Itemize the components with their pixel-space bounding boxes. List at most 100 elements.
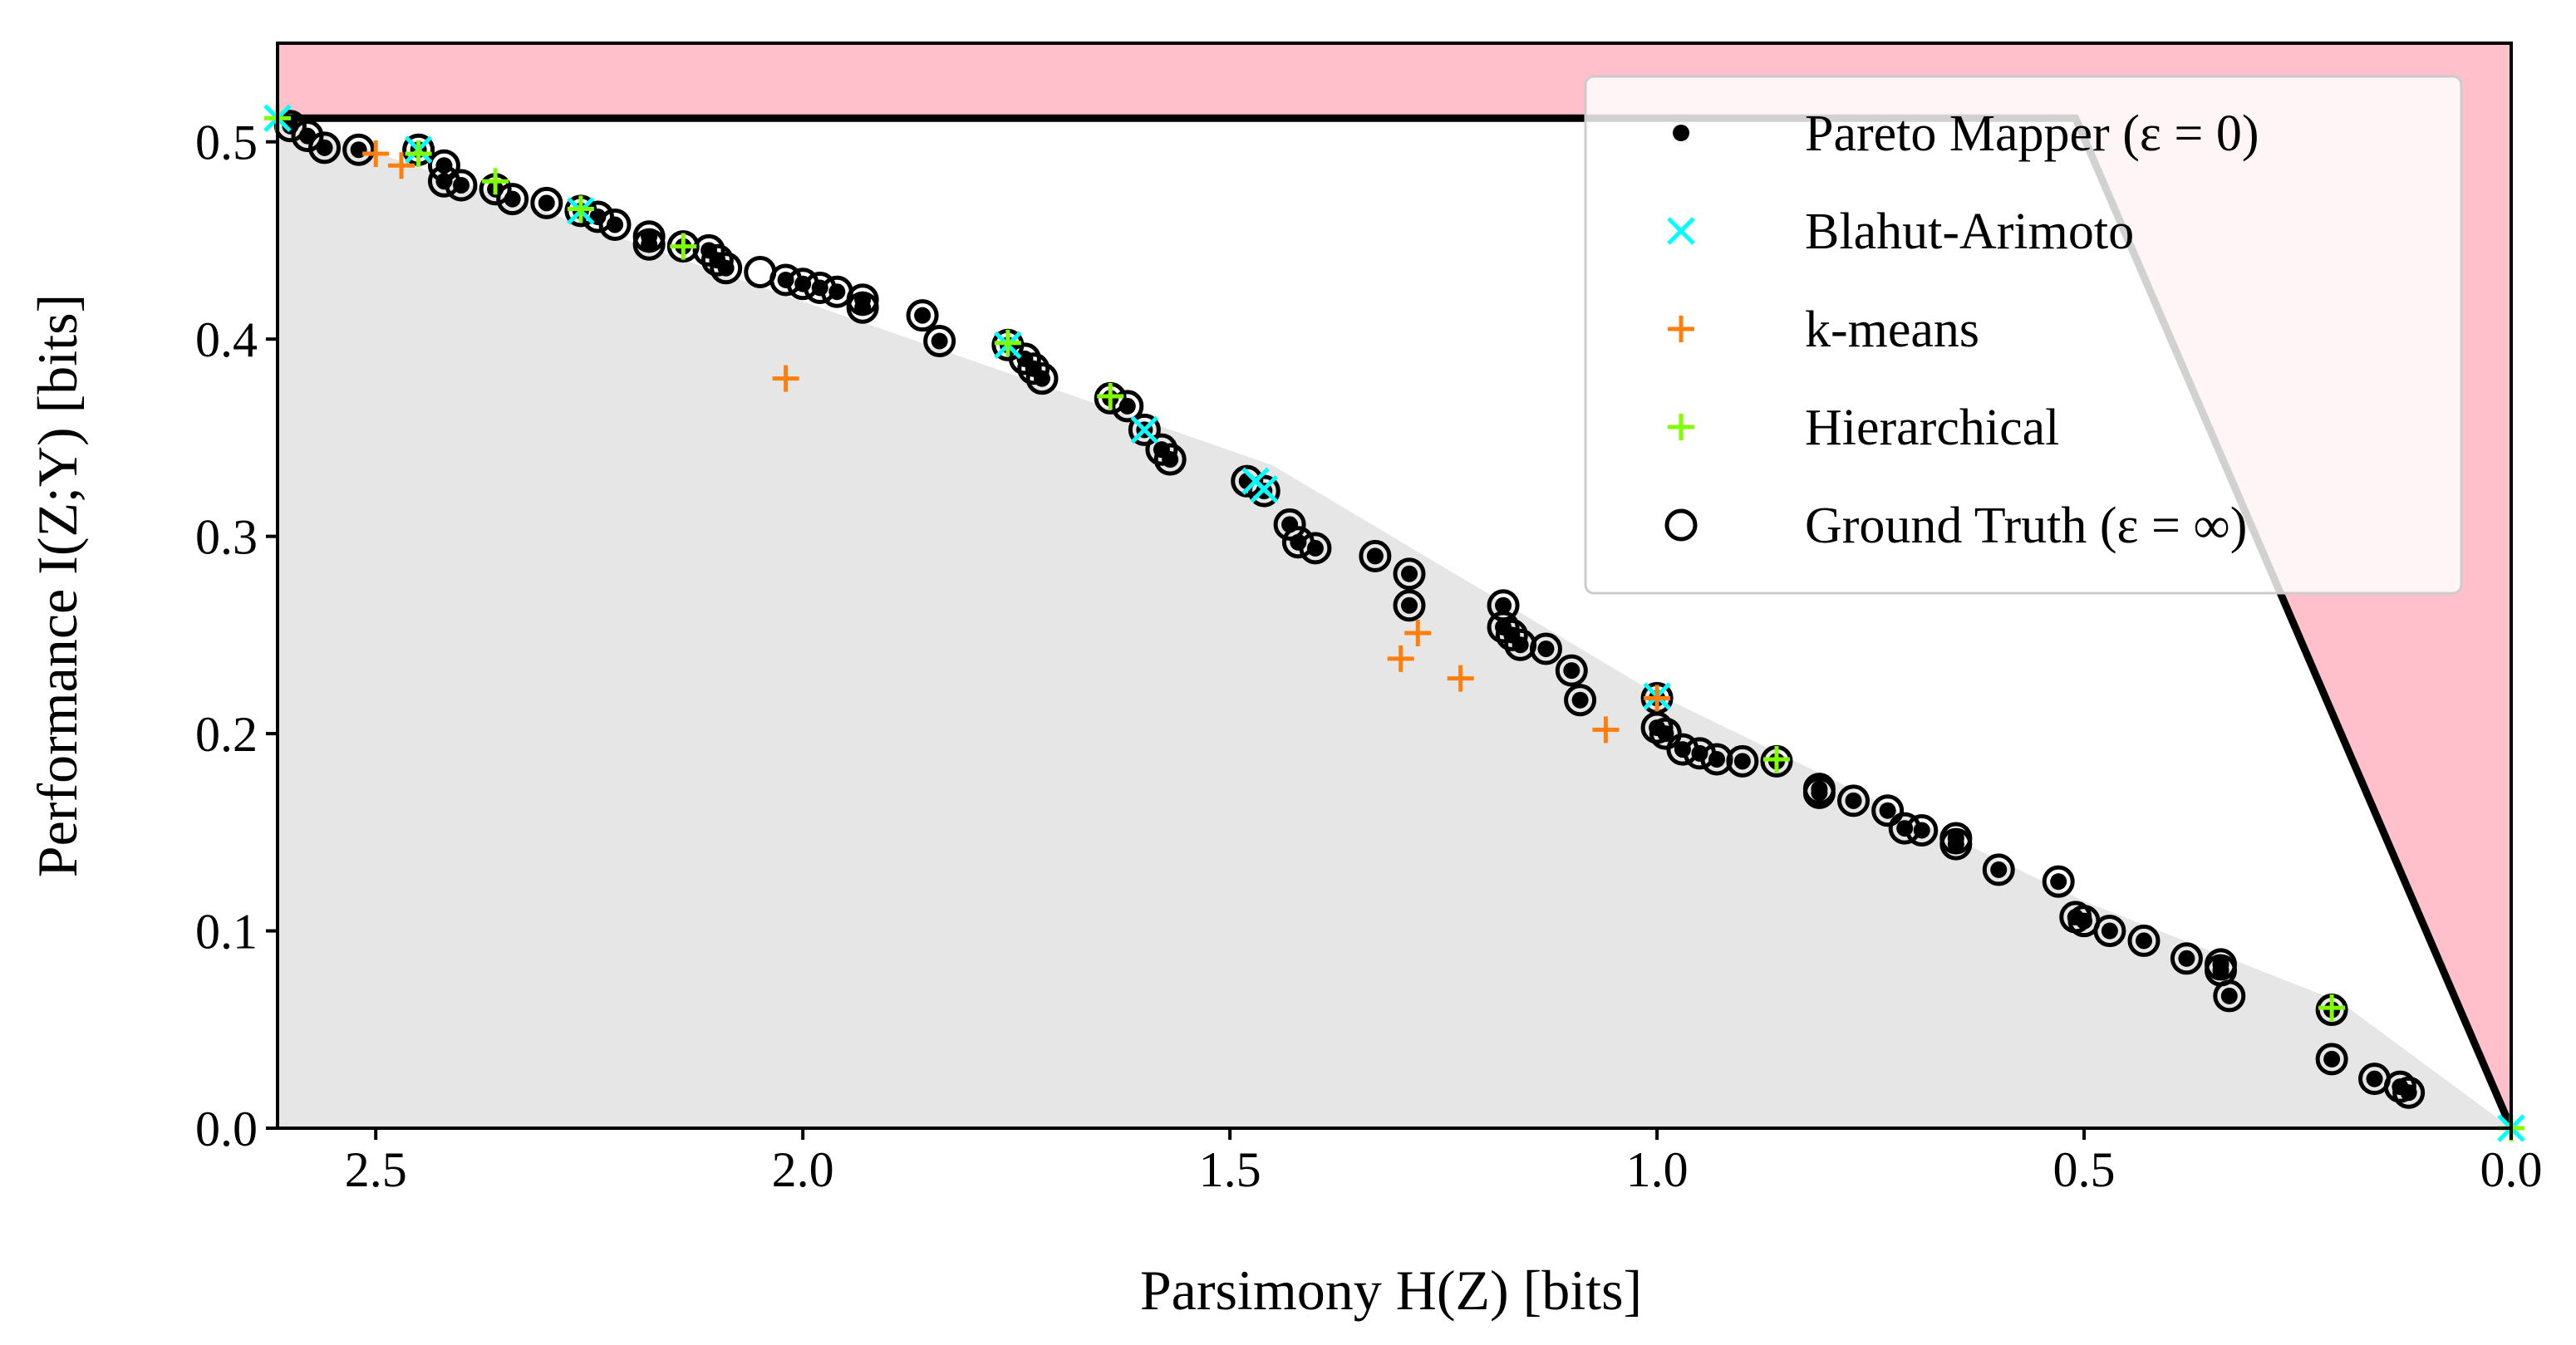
pareto-mapper-point — [1400, 565, 1418, 582]
legend-marker — [1664, 508, 1698, 542]
ground-truth-point — [692, 233, 725, 267]
pareto-mapper-point — [1674, 741, 1691, 758]
series-layer — [263, 104, 2525, 1142]
ground-truth-point — [1128, 413, 1161, 446]
pareto-mapper-point — [1366, 547, 1384, 565]
pareto-mapper-point — [2400, 1084, 2417, 1102]
pareto-mapper-point — [538, 194, 555, 212]
ground-truth-point — [1555, 654, 1588, 687]
pareto-mapper-point — [453, 176, 470, 194]
pareto-mapper-point — [1811, 784, 1828, 802]
pareto-mapper-point — [1845, 792, 1862, 809]
pareto-mapper-point — [2212, 962, 2229, 979]
blahut-arimoto-point — [1250, 474, 1279, 503]
ground-truth-point — [923, 325, 956, 358]
hierarchical-point — [2318, 994, 2346, 1022]
ground-truth-point — [1982, 853, 2015, 886]
pareto-mapper-point — [1913, 822, 1930, 839]
pareto-mapper-point — [1033, 370, 1050, 387]
ground-truth-point — [1247, 474, 1281, 508]
ground-truth-point — [1726, 744, 1759, 778]
pareto-mapper-point — [2076, 912, 2093, 930]
ground-truth-point — [2213, 979, 2246, 1013]
pareto-mapper-point — [1990, 861, 2008, 878]
hierarchical-point — [1762, 745, 1790, 773]
legend-entry: k-means — [1668, 302, 1979, 358]
legend-label: Hierarchical — [1805, 400, 2059, 456]
ground-truth-point — [1231, 464, 1264, 498]
pareto-mapper-point — [1896, 820, 1914, 837]
axes-layer: 2.5 2.0 1.5 1.0 0.5 0.0 0.0 0.1 0.2 0.3 0.4 0.5 — [195, 42, 2543, 1197]
k-means-point — [1404, 619, 1432, 646]
pareto-mapper-point — [298, 127, 316, 145]
k-means-point — [1387, 645, 1414, 672]
k-means-point — [1592, 716, 1620, 744]
pareto-mapper-point — [914, 307, 932, 324]
pareto-mapper-point — [2101, 922, 2118, 940]
ground-truth-point — [1837, 784, 1871, 817]
x-tick-label: 1.5 — [1199, 1142, 1261, 1197]
ground-truth-point — [1802, 776, 1836, 809]
legend: Pareto Mapper (ε = 0) Blahut-Arimoto k-mea… — [1584, 75, 2463, 595]
legend-entry: Blahut-Arimoto — [1667, 204, 2134, 260]
ground-truth-point — [2093, 915, 2126, 948]
x-tick-label: 1.0 — [1626, 1142, 1689, 1197]
ground-truth-point — [1025, 362, 1059, 395]
pareto-mapper-point — [777, 271, 794, 288]
ground-truth-point — [598, 208, 632, 241]
pareto-mapper-point — [1495, 596, 1512, 614]
series-k-means — [362, 140, 1671, 744]
hierarchical-point — [405, 140, 432, 167]
pareto-mapper-point — [1733, 753, 1751, 770]
x-axis-label: Parsimony H(Z) [bits] — [1140, 1259, 1642, 1322]
ground-truth-point — [2127, 924, 2161, 957]
pareto-mapper-point — [1281, 516, 1299, 533]
legend-box — [1584, 75, 2463, 595]
pareto-mapper-point — [282, 117, 299, 135]
pareto-mapper-point — [2366, 1070, 2383, 1087]
y-tick-label: 0.0 — [195, 1102, 258, 1156]
ground-truth-point — [1008, 342, 1041, 376]
legend-marker — [1673, 125, 1689, 141]
k-means-point — [1644, 685, 1671, 712]
pareto-mapper-point — [828, 283, 846, 301]
pareto-mapper-point — [1708, 750, 1726, 768]
pareto-mapper-point — [641, 236, 658, 253]
k-means-point — [1447, 665, 1474, 692]
k-means-point — [362, 140, 390, 167]
y-tick-label: 0.3 — [195, 510, 258, 565]
y-tick-label: 0.1 — [195, 905, 258, 960]
plot-frame — [276, 42, 2513, 1130]
ground-truth-point — [1495, 618, 1528, 651]
ground-truth-point — [2315, 1043, 2348, 1076]
pareto-mapper-point — [2050, 873, 2067, 891]
ground-truth-point — [1393, 589, 1426, 622]
pareto-mapper-point — [607, 216, 624, 233]
pareto-mapper-point — [2178, 950, 2195, 967]
x-tick-label: 0.5 — [2053, 1142, 2116, 1197]
pareto-mapper-point — [1657, 725, 1674, 743]
ground-truth-point — [2042, 865, 2075, 898]
pareto-mapper-point — [854, 299, 872, 317]
achievable-region — [278, 118, 2511, 1129]
y-tick-label: 0.5 — [195, 115, 258, 170]
legend-label: Ground Truth (ε = ∞) — [1805, 498, 2247, 554]
pareto-mapper-point — [316, 139, 333, 156]
x-tick-label: 2.0 — [772, 1142, 834, 1197]
hierarchical-point — [994, 329, 1021, 356]
hierarchical-point — [482, 168, 509, 195]
ground-truth-point — [710, 252, 743, 285]
ground-truth-point — [906, 299, 939, 332]
ground-truth-point — [342, 133, 376, 166]
legend-marker — [1667, 217, 1695, 245]
pareto-mapper-point — [717, 259, 735, 277]
ground-truth-point — [1273, 508, 1306, 541]
x-tick-label: 2.5 — [345, 1142, 407, 1197]
ground-truth-point — [1359, 539, 1392, 572]
legend-marker — [1668, 414, 1694, 440]
blahut-arimoto-point — [1130, 415, 1159, 444]
ground-truth-point — [1393, 557, 1426, 591]
k-means-point — [388, 152, 415, 179]
k-means-point — [772, 365, 799, 392]
